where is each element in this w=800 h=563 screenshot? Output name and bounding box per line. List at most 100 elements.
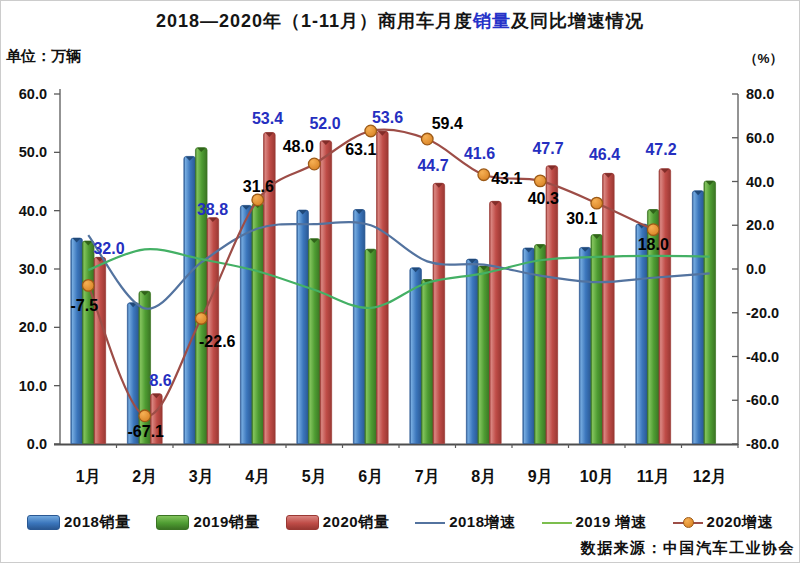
legend-swatch-line-marker [673,517,703,529]
legend-item-2018增速: 2018增速 [415,513,515,532]
marker-2020增速-3月 [195,313,207,325]
legend-marker-dot [683,517,694,528]
left-tick-label: 0.0 [27,436,47,452]
bar-2019销量-5月 [308,239,320,444]
left-tick-label: 60.0 [19,86,47,102]
bar-2019销量-6月 [365,249,377,443]
chart-page: 2018—2020年（1-11月）商用车月度销量及同比增速情况 单位：万辆 （%… [0,0,800,563]
label-2020销量-1月: 32.0 [93,240,124,257]
bar-2019销量-8月 [478,266,490,443]
bar-2020销量-10月 [603,173,615,443]
bar-2019销量-12月 [704,181,716,444]
right-tick-label: 0.0 [746,261,766,277]
label-2020增速-4月: 31.6 [243,178,274,195]
x-label-4月: 4月 [245,468,270,485]
x-label-9月: 9月 [528,468,553,485]
legend-item-2018销量: 2018销量 [27,513,130,532]
bar-2018销量-6月 [353,210,365,444]
legend-label: 2020增速 [707,513,773,532]
bar-2020销量-6月 [377,131,389,443]
line-2018增速 [88,222,710,309]
right-tick-label: -20.0 [746,305,779,321]
label-2020增速-8月: 43.1 [491,170,522,187]
bar-2020销量-9月 [546,166,558,444]
x-label-7月: 7月 [415,468,440,485]
label-2020增速-10月: 30.1 [566,210,597,227]
label-2020增速-11月: 18.0 [638,236,669,253]
bar-2019销量-4月 [252,204,264,444]
label-2020销量-4月: 53.4 [252,110,283,127]
x-label-10月: 10月 [580,468,614,485]
legend-item-2020销量: 2020销量 [286,513,389,532]
label-2020销量-6月: 53.6 [372,109,403,126]
right-tick-label: -40.0 [746,349,779,365]
bar-2019销量-3月 [195,148,207,444]
bar-2020销量-8月 [490,201,502,443]
x-label-2月: 2月 [132,468,157,485]
legend-line [542,522,572,525]
right-tick-label: 60.0 [746,130,774,146]
bar-2018销量-3月 [184,156,196,443]
legend-swatch-bar [156,515,189,530]
label-2020销量-8月: 41.6 [464,145,495,162]
label-2020销量-2月: 8.6 [149,372,171,389]
marker-2020增速-1月 [82,280,94,292]
right-tick-label: 20.0 [746,217,774,233]
bar-2020销量-7月 [433,183,445,443]
marker-2020增速-2月 [139,410,151,422]
bar-2019销量-1月 [82,241,94,444]
bar-2018销量-8月 [466,259,478,443]
label-2020销量-11月: 47.2 [645,141,676,158]
label-2020增速-5月: 48.0 [283,138,314,155]
bar-2018销量-9月 [523,248,535,444]
left-tick-label: 20.0 [19,319,47,335]
x-label-12月: 12月 [693,468,727,485]
bar-2018销量-4月 [240,205,252,443]
marker-2020增速-4月 [252,194,264,206]
label-2020增速-6月: 63.1 [345,141,376,158]
marker-2020增速-11月 [647,224,659,236]
bar-2018销量-10月 [579,247,591,443]
legend: 2018销量 2019销量 2020销量 2018增速 2019 增速 2020增速 [1,513,799,532]
bar-2019销量-7月 [421,280,433,444]
x-label-5月: 5月 [302,468,327,485]
x-label-3月: 3月 [189,468,214,485]
x-label-1月: 1月 [76,468,101,485]
legend-swatch-bar [286,515,319,530]
legend-label: 2019 增速 [576,513,647,532]
bar-2020销量-11月 [659,169,671,444]
legend-item-2019销量: 2019销量 [156,513,259,532]
legend-item-2019 增速: 2019 增速 [542,513,647,532]
left-tick-label: 40.0 [19,203,47,219]
label-2020销量-9月: 47.7 [532,140,563,157]
bar-2018销量-5月 [297,210,309,443]
left-tick-label: 10.0 [19,378,47,394]
label-2020增速-1月: -7.5 [70,297,98,314]
label-2020销量-3月: 38.8 [197,201,228,218]
label-2020增速-3月: -22.6 [199,333,236,350]
chart-plot: 60.050.040.030.020.010.00.080.060.040.02… [1,1,800,511]
right-tick-label: 80.0 [746,86,774,102]
marker-2020增速-5月 [308,158,320,170]
right-tick-label: -80.0 [746,436,779,452]
legend-label: 2018销量 [64,513,130,532]
bar-2018销量-1月 [71,238,83,443]
x-label-11月: 11月 [637,468,670,485]
right-tick-label: 40.0 [746,174,774,190]
marker-2020增速-10月 [591,197,603,209]
x-label-8月: 8月 [471,468,496,485]
marker-2020增速-6月 [365,125,377,137]
legend-line [415,522,445,525]
bar-2018销量-7月 [410,268,422,444]
bar-2018销量-12月 [692,191,704,444]
label-2020销量-7月: 44.7 [417,157,448,174]
legend-swatch-line [415,517,445,529]
line-2019增速 [88,249,710,308]
marker-2020增速-7月 [421,133,433,145]
marker-2020增速-8月 [478,169,490,181]
legend-item-2020增速: 2020增速 [673,513,773,532]
left-tick-label: 50.0 [19,144,47,160]
data-source: 数据来源：中国汽车工业协会 [581,539,796,558]
right-tick-label: -60.0 [746,392,779,408]
legend-label: 2020销量 [323,513,389,532]
